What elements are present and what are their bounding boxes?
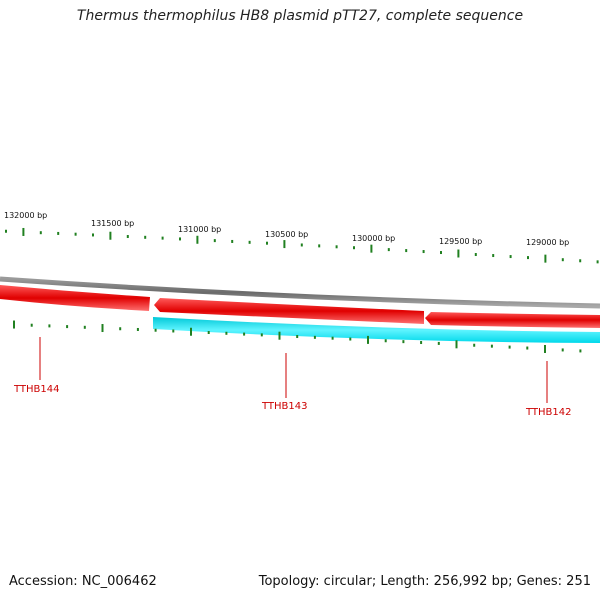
- topology-summary: Topology: circular; Length: 256,992 bp; …: [258, 574, 591, 589]
- accession-text: Accession: NC_006462: [9, 574, 157, 589]
- ruler-label: 129500 bp: [439, 237, 482, 246]
- ruler-labels: 132000 bp 131500 bp 131000 bp 130500 bp 1300…: [4, 211, 569, 247]
- gene-arrow-reverse[interactable]: [153, 317, 600, 343]
- map-title: Thermus thermophilus HB8 plasmid pTT27, …: [76, 8, 524, 24]
- ruler-label: 129000 bp: [526, 238, 569, 247]
- gene-arrow-tthb143-forward-segment: [154, 298, 424, 324]
- ruler-inner-ticks: [13, 320, 582, 353]
- gene-arrow-tthb142[interactable]: [425, 312, 600, 328]
- ruler-label: 132000 bp: [4, 211, 47, 220]
- gene-label-tthb142[interactable]: TTHB142: [525, 407, 572, 418]
- ruler-label: 130500 bp: [265, 230, 308, 239]
- ruler-label: 131000 bp: [178, 225, 221, 234]
- gene-labels: TTHB144 TTHB143 TTHB142: [13, 337, 572, 418]
- plasmid-backbone: [0, 276, 600, 309]
- ruler-outer-ticks: [5, 227, 599, 264]
- ruler-label: 130000 bp: [352, 234, 395, 243]
- ruler-label: 131500 bp: [91, 219, 134, 228]
- gene-label-tthb144[interactable]: TTHB144: [13, 384, 60, 395]
- gene-label-tthb143[interactable]: TTHB143: [261, 401, 308, 412]
- gene-arrow-tthb144[interactable]: [0, 285, 150, 311]
